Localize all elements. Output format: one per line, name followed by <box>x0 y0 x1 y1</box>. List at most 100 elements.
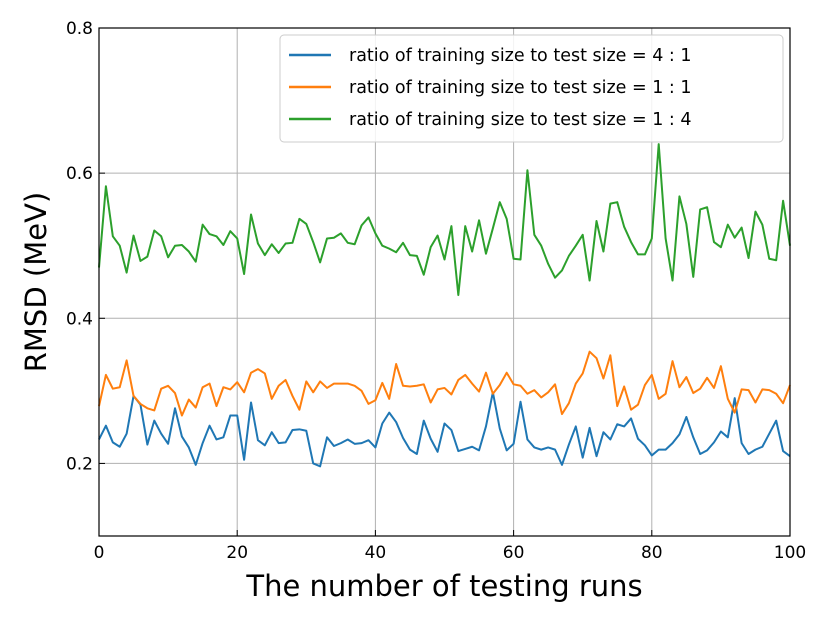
data-point <box>623 226 625 228</box>
data-point <box>526 169 528 171</box>
data-point <box>754 449 756 451</box>
data-point <box>243 459 245 461</box>
data-point <box>264 444 266 446</box>
data-point <box>533 389 535 391</box>
data-point <box>437 235 439 237</box>
data-point <box>347 242 349 244</box>
series-3 <box>98 143 791 297</box>
data-point <box>720 430 722 432</box>
data-point <box>734 412 736 414</box>
series-line <box>98 350 791 417</box>
data-point <box>582 372 584 374</box>
data-point <box>485 253 487 255</box>
data-point <box>734 237 736 239</box>
data-point <box>554 383 556 385</box>
data-point <box>285 441 287 443</box>
data-point <box>782 450 784 452</box>
data-point <box>374 232 376 234</box>
legend-label: ratio of training size to test size = 1 … <box>349 110 692 130</box>
data-point <box>589 351 591 353</box>
data-point <box>589 427 591 429</box>
data-point <box>520 385 522 387</box>
data-point <box>361 390 363 392</box>
data-point <box>699 453 701 455</box>
data-point <box>423 420 425 422</box>
data-point <box>215 438 217 440</box>
y-tick-label: 0.2 <box>66 454 93 474</box>
data-point <box>471 383 473 385</box>
data-point <box>589 280 591 282</box>
data-point <box>257 368 259 370</box>
data-point <box>609 438 611 440</box>
data-point <box>485 372 487 374</box>
data-point <box>416 385 418 387</box>
legend-box <box>279 34 784 143</box>
data-point <box>195 261 197 263</box>
data-point <box>209 383 211 385</box>
data-point <box>706 206 708 208</box>
data-point <box>630 409 632 411</box>
data-point <box>768 433 770 435</box>
data-point <box>727 398 729 400</box>
data-point <box>285 379 287 381</box>
data-point <box>637 404 639 406</box>
data-point <box>547 263 549 265</box>
series-line <box>98 391 791 468</box>
data-point <box>782 200 784 202</box>
data-point <box>602 431 604 433</box>
data-point <box>278 442 280 444</box>
data-point <box>333 383 335 385</box>
data-point <box>437 451 439 453</box>
data-point <box>658 449 660 451</box>
data-point <box>126 272 128 274</box>
data-point <box>222 244 224 246</box>
data-point <box>374 399 376 401</box>
data-point <box>333 237 335 239</box>
data-point <box>520 401 522 403</box>
data-point <box>457 450 459 452</box>
data-point <box>478 391 480 393</box>
data-point <box>271 398 273 400</box>
data-point <box>706 449 708 451</box>
data-point <box>347 438 349 440</box>
data-point <box>236 381 238 383</box>
data-point <box>533 446 535 448</box>
data-point <box>616 423 618 425</box>
data-point <box>181 244 183 246</box>
data-point <box>319 465 321 467</box>
x-tick-label: 20 <box>226 543 248 563</box>
data-point <box>748 389 750 391</box>
data-point <box>596 357 598 359</box>
data-point <box>250 401 252 403</box>
data-point <box>741 442 743 444</box>
data-point <box>540 449 542 451</box>
data-point <box>637 253 639 255</box>
y-axis-title: RMSD (MeV) <box>19 192 53 372</box>
data-point <box>699 388 701 390</box>
data-point <box>623 425 625 427</box>
data-point <box>174 245 176 247</box>
data-point <box>271 243 273 245</box>
data-point <box>139 260 141 262</box>
data-point <box>685 223 687 225</box>
data-point <box>195 407 197 409</box>
data-point <box>133 395 135 397</box>
data-point <box>741 388 743 390</box>
y-tick-label: 0.8 <box>66 19 93 39</box>
data-point <box>706 377 708 379</box>
data-point <box>568 402 570 404</box>
data-point <box>644 384 646 386</box>
data-point <box>139 403 141 405</box>
data-point <box>167 385 169 387</box>
data-point <box>499 201 501 203</box>
data-point <box>665 237 667 239</box>
data-point <box>402 437 404 439</box>
data-point <box>257 243 259 245</box>
data-point <box>188 251 190 253</box>
data-point <box>513 443 515 445</box>
data-point <box>616 201 618 203</box>
data-point <box>354 385 356 387</box>
data-point <box>630 417 632 419</box>
legend-label: ratio of training size to test size = 1 … <box>349 78 692 98</box>
data-point <box>644 253 646 255</box>
